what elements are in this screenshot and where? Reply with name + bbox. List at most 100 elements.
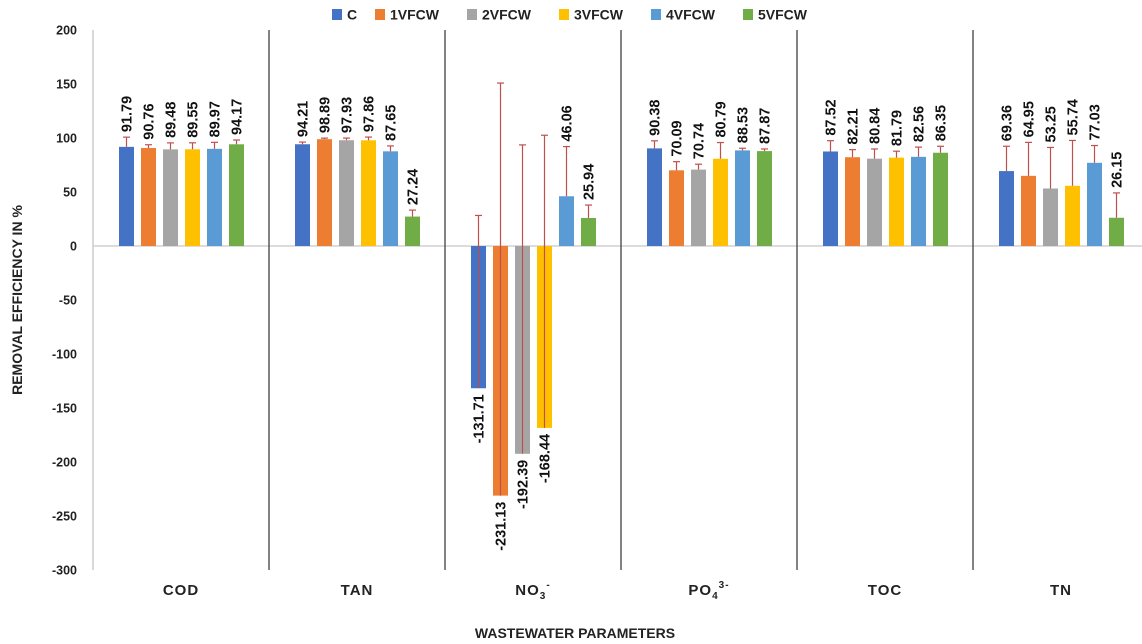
bar	[669, 170, 684, 246]
bar	[1021, 175, 1036, 246]
data-label: 94.17	[230, 99, 246, 135]
bar	[911, 156, 926, 246]
data-label: 82.21	[846, 108, 862, 144]
x-axis-title: WASTEWATER PARAMETERS	[475, 625, 675, 641]
legend-label: 2VFCW	[482, 7, 532, 23]
data-label: 70.74	[692, 123, 708, 159]
data-label: 53.25	[1044, 106, 1060, 142]
data-label: -231.13	[494, 502, 510, 551]
bar	[823, 151, 838, 246]
bar	[889, 157, 904, 246]
bar	[229, 144, 244, 246]
bar	[757, 151, 772, 246]
data-label: 94.21	[296, 101, 312, 137]
y-tick-label: -100	[52, 348, 77, 362]
data-label: 91.79	[120, 96, 136, 132]
bar	[647, 148, 662, 246]
data-label: 86.35	[934, 105, 950, 141]
bar	[163, 149, 178, 246]
data-label: 98.89	[318, 97, 334, 133]
data-label: 89.48	[164, 102, 180, 138]
bar	[845, 157, 860, 246]
legend-label: 4VFCW	[666, 7, 716, 23]
bars	[119, 139, 1124, 496]
x-tick-label: TN	[1050, 582, 1072, 599]
legend-swatch	[375, 9, 385, 20]
legend-label: 1VFCW	[390, 7, 440, 23]
data-label: 90.38	[648, 100, 664, 136]
data-label: 90.76	[142, 103, 158, 139]
data-label: 87.52	[824, 99, 840, 135]
legend-swatch	[651, 9, 661, 20]
bar	[361, 140, 376, 246]
data-label: 82.56	[912, 106, 928, 142]
bar	[691, 169, 706, 246]
data-label: 55.74	[1066, 99, 1082, 135]
bar	[1087, 162, 1102, 246]
error-bars	[123, 82, 1120, 496]
data-label: 89.55	[186, 102, 202, 138]
data-label: 26.15	[1110, 152, 1126, 188]
bar	[383, 151, 398, 246]
y-tick-label: -150	[52, 402, 77, 416]
y-tick-label: -300	[52, 564, 77, 578]
data-label: -131.71	[472, 394, 488, 443]
bar	[559, 196, 574, 246]
data-label: 80.84	[868, 108, 884, 144]
bar	[141, 147, 156, 246]
bar	[185, 149, 200, 246]
bar	[295, 144, 310, 246]
bar	[1065, 185, 1080, 246]
data-label: 97.93	[340, 97, 356, 133]
y-tick-label: -250	[52, 510, 77, 524]
y-tick-label: -200	[52, 456, 77, 470]
bar	[1043, 188, 1058, 246]
bar	[735, 150, 750, 246]
bar	[405, 216, 420, 246]
data-label: 69.36	[1000, 105, 1016, 141]
bar	[581, 217, 596, 246]
bar	[867, 158, 882, 246]
data-label: 27.24	[406, 169, 422, 205]
legend-swatch	[467, 9, 477, 20]
data-label: -168.44	[538, 434, 554, 483]
data-label: 77.03	[1088, 104, 1104, 140]
data-label: 81.79	[890, 110, 906, 146]
data-label: 87.65	[384, 105, 400, 141]
data-label: 89.97	[208, 101, 224, 137]
data-label: -192.39	[516, 460, 532, 509]
y-tick-label: 50	[63, 186, 77, 200]
legend-swatch	[559, 9, 569, 20]
legend: C 1VFCW 2VFCW 3VFCW 4VFCW 5VFCW	[332, 7, 808, 23]
x-tick-label: TAN	[341, 582, 374, 599]
data-labels: 91.79 90.76 89.48 89.55 89.97 94.17 94.21 98.89…	[120, 96, 1126, 551]
data-label: 88.53	[736, 107, 752, 143]
bar	[1109, 217, 1124, 246]
legend-swatch	[743, 9, 753, 20]
data-label: 70.09	[670, 120, 686, 156]
data-label: 87.87	[758, 108, 774, 144]
x-tick-label: COD	[163, 582, 199, 599]
y-tick-label: 150	[56, 78, 77, 92]
bar	[999, 171, 1014, 246]
data-label: 64.95	[1022, 101, 1038, 137]
y-tick-label: 100	[56, 132, 77, 146]
y-tick-label: 0	[70, 240, 77, 254]
axes: 200 150 100 50 0 -50 -100 -150 -200 -250 -300 COD TA…	[52, 24, 1142, 602]
legend-label: 5VFCW	[758, 7, 808, 23]
data-label: 25.94	[582, 164, 598, 200]
bar	[713, 158, 728, 246]
legend-label: C	[347, 7, 357, 23]
y-axis-title: REMOVAL EFFICIENCY IN %	[9, 205, 25, 395]
bar	[119, 146, 134, 246]
x-tick-label: PO43-	[688, 580, 729, 602]
legend-label: 3VFCW	[574, 7, 624, 23]
legend-swatch	[332, 9, 342, 20]
y-tick-label: -50	[59, 294, 77, 308]
x-tick-label: TOC	[868, 582, 902, 599]
bar	[317, 139, 332, 246]
x-tick-label: NO3-	[515, 580, 550, 602]
data-label: 97.86	[362, 96, 378, 132]
bar	[933, 152, 948, 246]
